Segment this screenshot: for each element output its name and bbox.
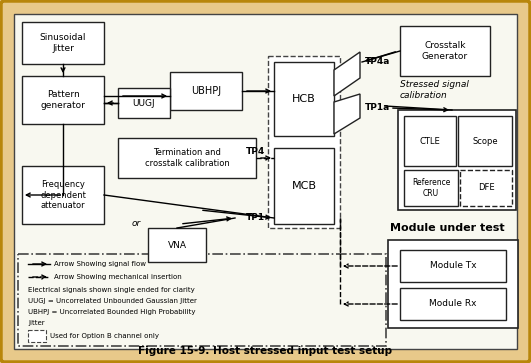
Text: Figure 15-9. Host stressed input test setup: Figure 15-9. Host stressed input test se… [139,346,392,356]
Text: Frequency
dependent
attenuator: Frequency dependent attenuator [40,180,86,210]
Text: UBHPJ: UBHPJ [191,86,221,96]
Text: Electrical signals shown single ended for clarity: Electrical signals shown single ended fo… [28,287,195,293]
Text: Crosstalk
Generator: Crosstalk Generator [422,41,468,61]
Text: Jitter: Jitter [28,320,45,326]
Bar [404,170,458,206]
Text: Used for Option B channel only: Used for Option B channel only [50,333,159,339]
Bar [118,88,170,118]
Text: Pattern
generator: Pattern generator [40,90,85,110]
Text: Stressed signal
calibration: Stressed signal calibration [400,80,469,100]
Text: TP1a: TP1a [365,103,390,113]
Bar [170,72,242,110]
Text: Scope: Scope [472,136,498,146]
Text: VNA: VNA [167,241,186,249]
Text: Module Rx: Module Rx [429,299,477,309]
Text: TP1: TP1 [246,213,265,223]
Bar [400,288,506,320]
Text: MCB: MCB [292,181,316,191]
Bar [274,148,334,224]
Text: Reference
CRU: Reference CRU [412,178,450,198]
Bar [148,228,206,262]
Bar [400,26,490,76]
Bar [400,250,506,282]
Bar [458,116,512,166]
Text: TP4: TP4 [246,147,265,156]
Polygon shape [334,52,360,96]
Bar [404,116,456,166]
Text: Module under test: Module under test [390,223,504,233]
Text: HCB: HCB [292,94,316,104]
Text: TP4a: TP4a [365,57,390,66]
Bar [18,254,386,346]
Bar [22,166,104,224]
Bar [274,62,334,136]
Text: CTLE: CTLE [419,136,440,146]
Bar [268,56,340,228]
Polygon shape [334,94,360,134]
Bar [28,330,46,342]
Bar [398,110,516,210]
Text: Module Tx: Module Tx [430,261,476,270]
Text: Sinusoidal
Jitter: Sinusoidal Jitter [40,33,86,53]
Text: UUGJ: UUGJ [133,98,155,107]
Bar [22,76,104,124]
Text: or: or [131,220,141,228]
Text: Arrow Showing mechanical insertion: Arrow Showing mechanical insertion [54,274,182,280]
Bar [460,170,512,206]
Bar [22,22,104,64]
Text: Arrow Showing signal flow: Arrow Showing signal flow [54,261,146,267]
Text: DFE: DFE [478,184,494,192]
Text: UBHPJ = Uncorrelated Bounded High Probability: UBHPJ = Uncorrelated Bounded High Probab… [28,309,195,315]
Bar [118,138,256,178]
Text: UUGJ = Uncorrelated Unbounded Gaussian Jitter: UUGJ = Uncorrelated Unbounded Gaussian J… [28,298,197,304]
Text: Termination and
crosstalk calibration: Termination and crosstalk calibration [144,148,229,168]
Bar [388,240,518,328]
